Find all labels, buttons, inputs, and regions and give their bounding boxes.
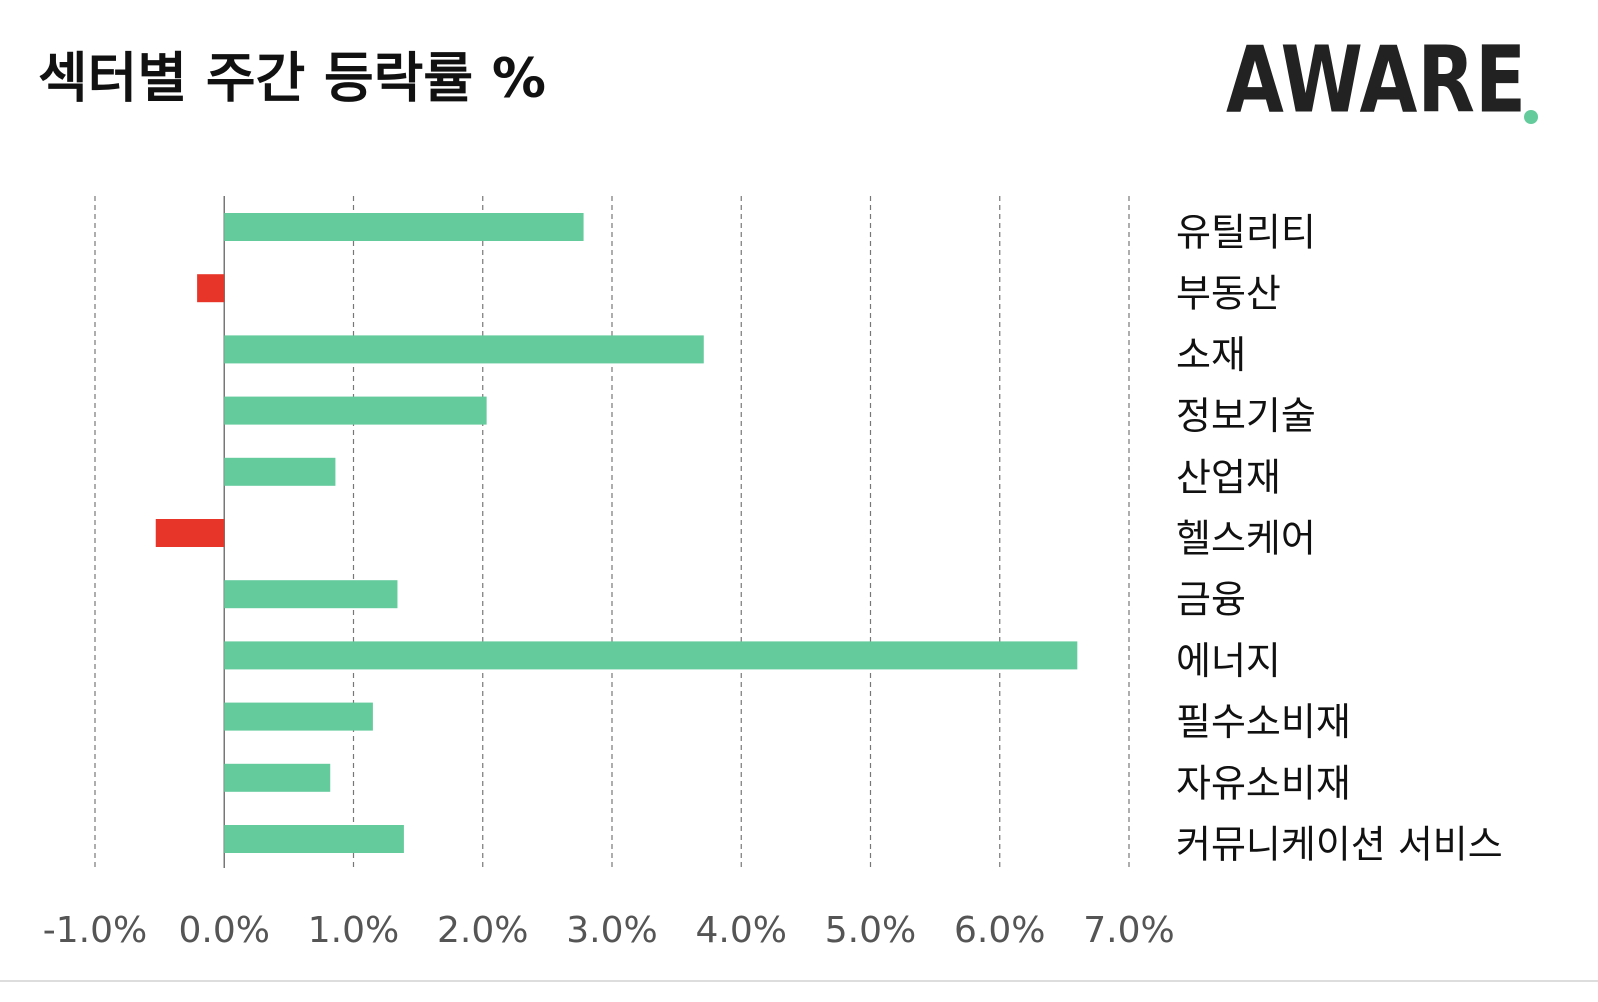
bar xyxy=(224,825,404,853)
x-tick-label: 7.0% xyxy=(1083,910,1174,951)
x-tick-label: 6.0% xyxy=(954,910,1045,951)
bar xyxy=(155,519,225,547)
bar xyxy=(224,641,1078,670)
bar xyxy=(224,213,584,241)
category-label: 부동산 xyxy=(1176,272,1281,316)
category-label: 유틸리티 xyxy=(1176,211,1316,255)
category-label: 자유소비재 xyxy=(1176,761,1351,805)
category-label: 커뮤니케이션 서비스 xyxy=(1176,823,1503,867)
x-tick-label: 5.0% xyxy=(825,910,916,951)
bar xyxy=(224,702,373,731)
x-tick-label: 3.0% xyxy=(566,910,657,951)
category-label: 에너지 xyxy=(1176,639,1281,683)
x-tick-label: 1.0% xyxy=(308,910,399,951)
x-tick-label: -1.0% xyxy=(43,910,147,951)
category-label: 소재 xyxy=(1176,333,1246,377)
x-tick-label: 2.0% xyxy=(437,910,528,951)
logo-dot xyxy=(1524,110,1538,124)
x-tick-label: 0.0% xyxy=(179,910,270,951)
bar xyxy=(224,457,336,486)
chart-title: 섹터별 주간 등락률 % xyxy=(38,47,546,110)
category-label: 산업재 xyxy=(1176,455,1281,499)
category-label: 정보기술 xyxy=(1176,394,1316,438)
bar xyxy=(197,274,225,303)
category-label: 금융 xyxy=(1176,578,1246,622)
x-tick-label: 4.0% xyxy=(696,910,787,951)
logo: AWARE xyxy=(1226,26,1526,133)
bar xyxy=(224,335,704,364)
category-label: 헬스케어 xyxy=(1176,517,1316,561)
bar xyxy=(224,580,398,609)
bar xyxy=(224,763,331,792)
category-label: 필수소비재 xyxy=(1176,700,1351,744)
bar xyxy=(224,396,487,425)
